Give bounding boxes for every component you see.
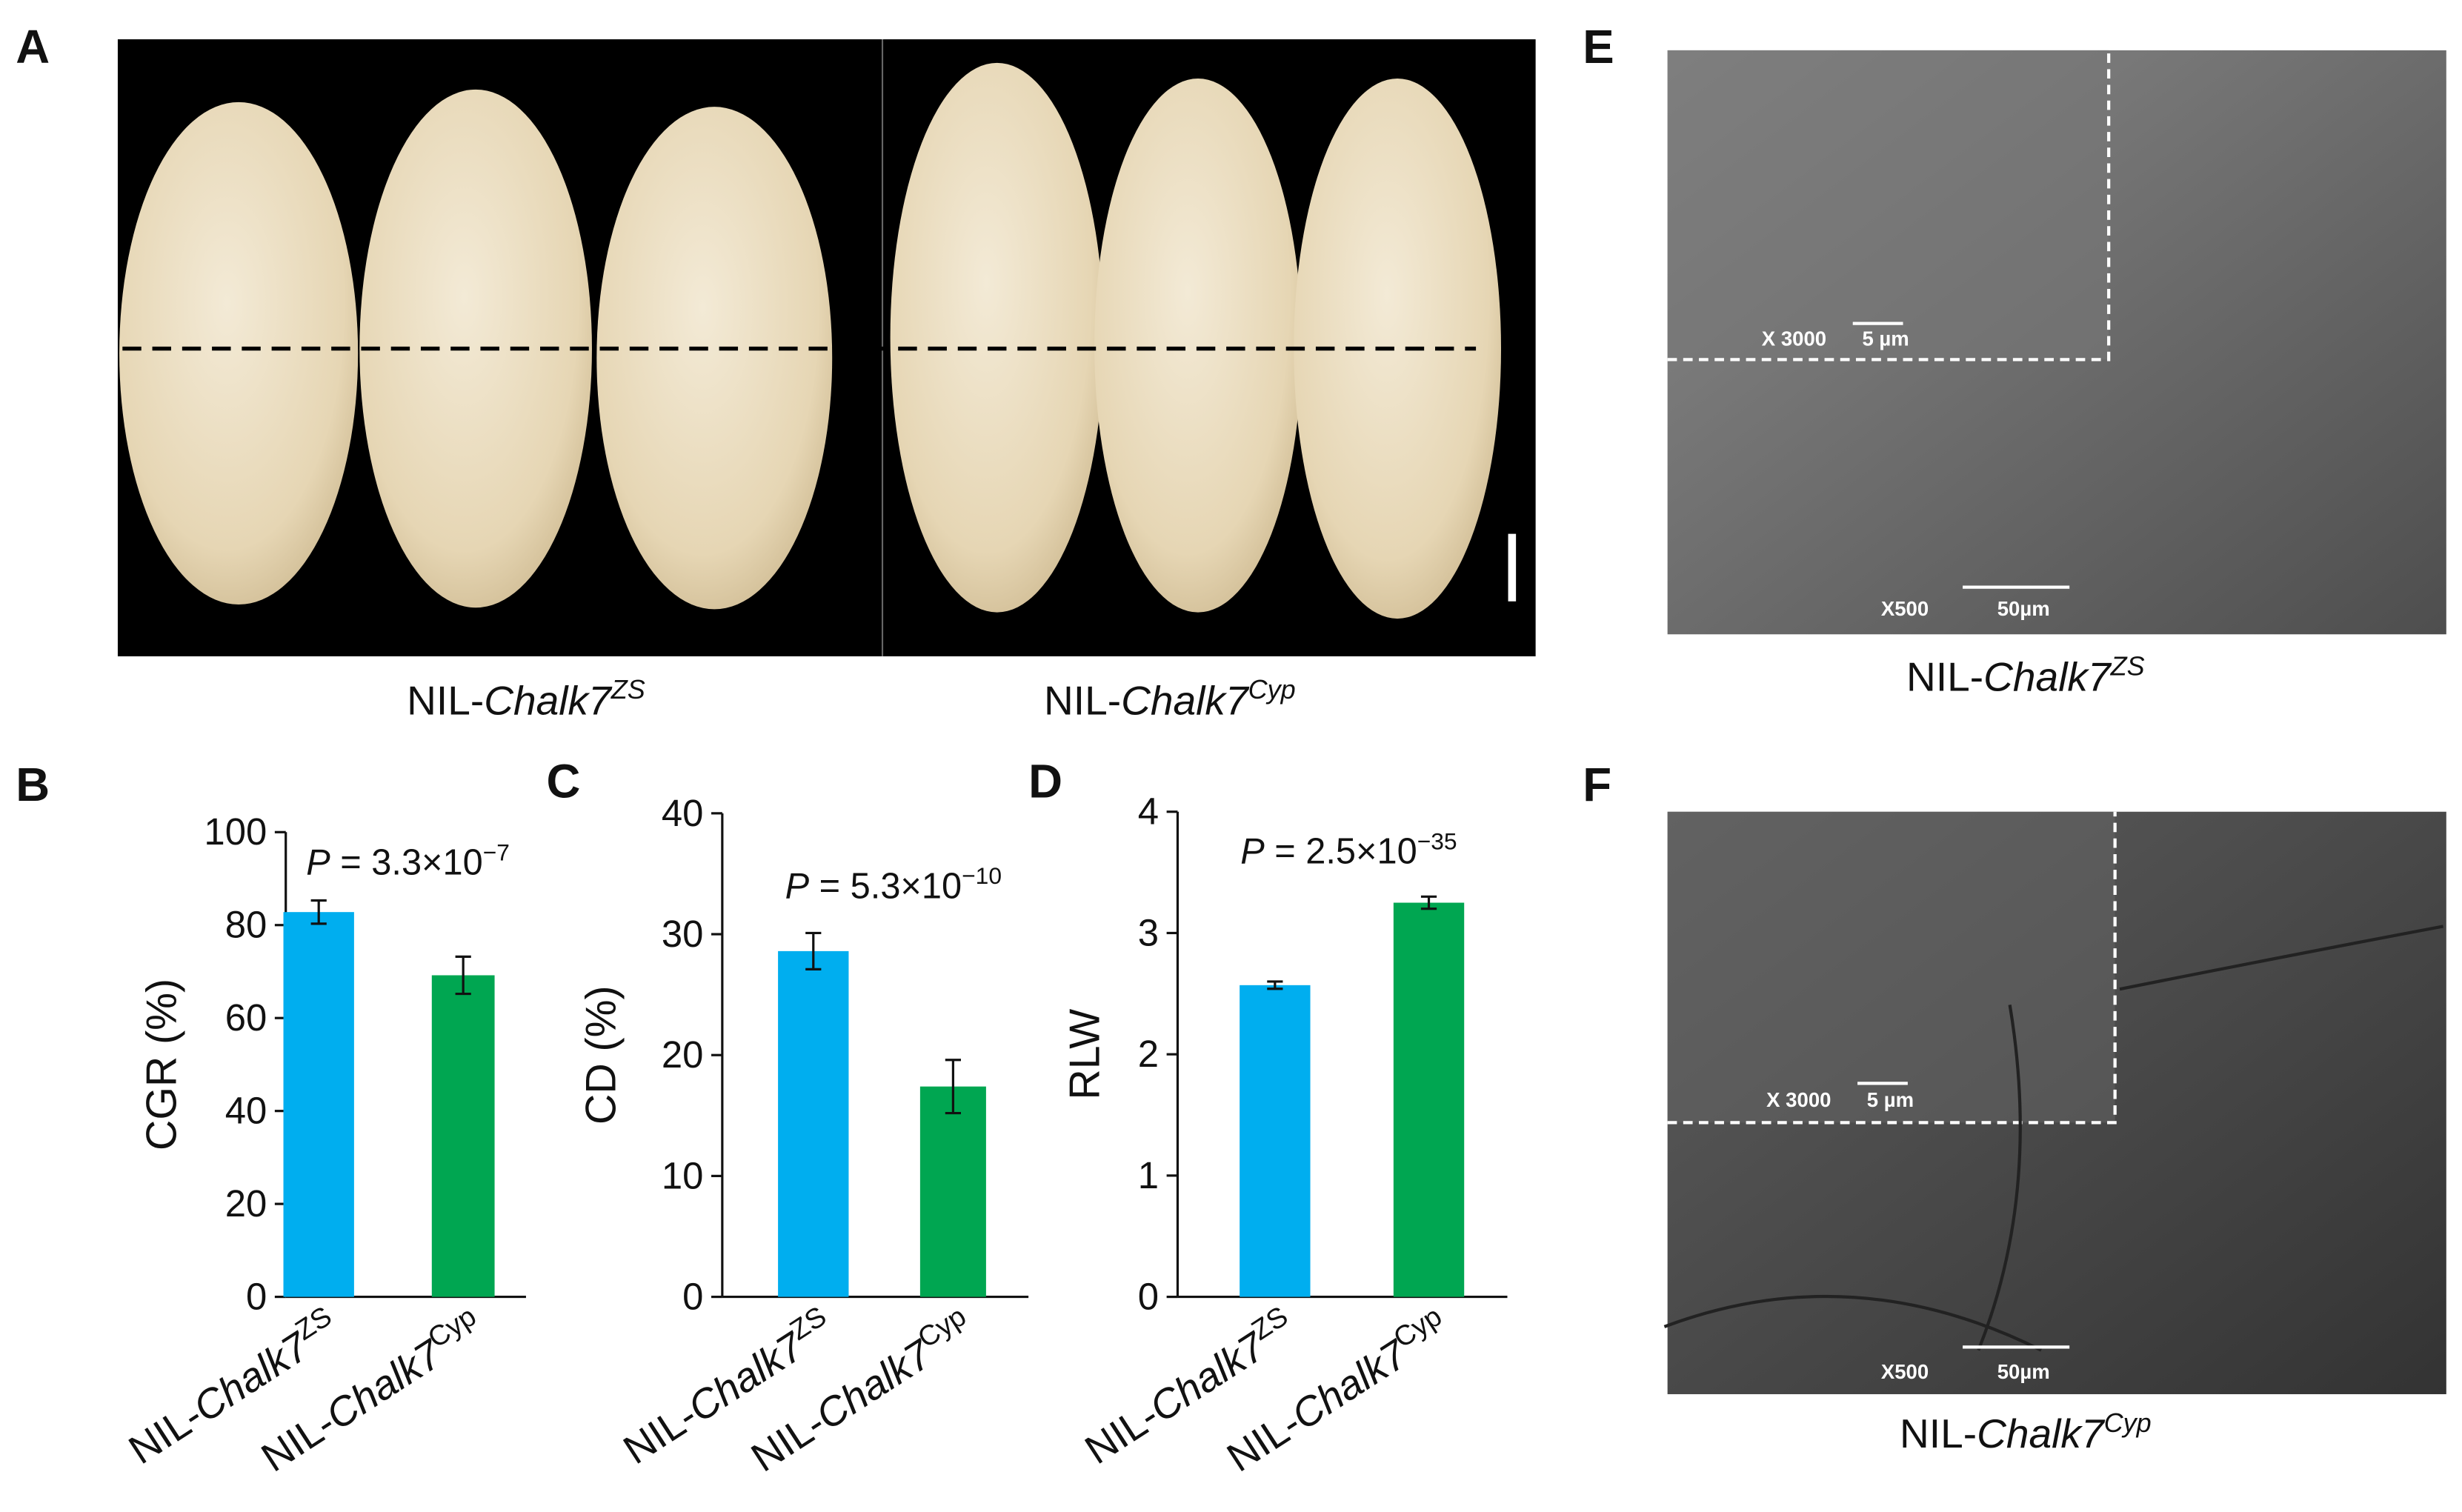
y-tick-label: 100 [204, 810, 267, 853]
y-tick-label: 60 [225, 996, 267, 1039]
error-bar [945, 1059, 961, 1115]
panel-label: F [1583, 759, 1611, 811]
caption-allele: ZS [2110, 650, 2145, 681]
error-bar [1267, 980, 1283, 990]
y-tick-label: 0 [1138, 1276, 1159, 1318]
caption-prefix: NIL- [1900, 1411, 1977, 1456]
grains [119, 62, 1502, 619]
bar [283, 912, 354, 1297]
inset-border [1667, 811, 2117, 1125]
y-axis-label: RLW [1061, 1009, 1108, 1100]
y-tick-label: 10 [662, 1154, 704, 1196]
y-axis-label: CD (%) [578, 985, 625, 1125]
panel-label: A [16, 21, 50, 73]
p-value: P = 5.3×10−10 [785, 862, 1002, 906]
magnification: X500 [1881, 1360, 1929, 1383]
y-tick-label: 30 [662, 913, 704, 955]
category-gene: Chalk7 [808, 1330, 941, 1439]
panel-label: D [1028, 756, 1062, 808]
caption-prefix: NIL- [407, 677, 484, 723]
x-tick-label: NIL-Chalk7Cyp [741, 1300, 982, 1480]
p-text: = 3.3×10 [330, 843, 483, 883]
y-tick-label: 2 [1138, 1033, 1159, 1075]
caption-allele: Cyp [2104, 1408, 2152, 1438]
photo-caption: NIL-Chalk7Cyp [1044, 674, 1296, 723]
p-symbol: P [1240, 832, 1265, 872]
p-text: = 2.5×10 [1265, 832, 1417, 872]
sem-caption: NIL-Chalk7ZS [1906, 650, 2145, 699]
panel-label: E [1583, 21, 1614, 73]
scale: 50µm [1997, 1360, 2050, 1383]
p-exponent: −10 [962, 862, 1002, 889]
bar [1240, 985, 1311, 1297]
y-tick-label: 80 [225, 904, 267, 946]
error-bar [1420, 895, 1437, 910]
inset-scale: 5 µm [1862, 327, 1909, 350]
caption-gene: Chalk7 [484, 677, 613, 723]
p-exponent: −7 [483, 839, 510, 865]
y-tick-label: 4 [1138, 790, 1159, 833]
photo-caption: NIL-Chalk7ZS [407, 674, 645, 723]
bar [1393, 902, 1465, 1297]
caption-allele: Cyp [1248, 674, 1296, 705]
caption-prefix: NIL- [1044, 677, 1121, 723]
category-gene: Chalk7 [318, 1330, 451, 1439]
y-tick-label: 3 [1138, 911, 1159, 953]
caption-gene: Chalk7 [1983, 654, 2112, 700]
panel-label: B [16, 759, 50, 811]
y-tick-label: 0 [246, 1276, 267, 1318]
bar [431, 975, 495, 1297]
sem-inset [1667, 50, 2109, 360]
caption-gene: Chalk7 [1121, 677, 1250, 723]
inset-magnification: X 3000 [1766, 1088, 1831, 1111]
y-tick-label: 20 [662, 1033, 704, 1076]
y-tick-label: 20 [225, 1182, 267, 1225]
p-symbol: P [306, 843, 330, 883]
y-axis-label: CGR (%) [138, 979, 185, 1150]
p-value: P = 3.3×10−7 [306, 839, 510, 882]
p-exponent: −35 [1417, 828, 1457, 855]
sem-inset [1667, 811, 2115, 1123]
inset-scale: 5 µm [1867, 1088, 1914, 1111]
error-bar [455, 955, 471, 996]
inset-border [1667, 50, 2111, 362]
y-tick-label: 40 [662, 792, 704, 834]
caption-gene: Chalk7 [1977, 1411, 2106, 1456]
category-gene: Chalk7 [1283, 1330, 1417, 1439]
bar [919, 1086, 986, 1297]
error-bar [805, 931, 822, 970]
y-tick-label: 1 [1138, 1154, 1159, 1196]
y-tick-label: 40 [225, 1090, 267, 1132]
scale: 50µm [1997, 597, 2050, 620]
y-tick-label: 0 [682, 1276, 703, 1318]
error-bar [310, 899, 327, 925]
sem-caption: NIL-Chalk7Cyp [1900, 1408, 2152, 1456]
caption-allele: ZS [610, 674, 645, 705]
caption-prefix: NIL- [1906, 654, 1983, 700]
sem-crack [1663, 925, 2443, 1352]
inset-magnification: X 3000 [1762, 327, 1826, 350]
category-gene: Chalk7 [1142, 1322, 1275, 1431]
magnification: X500 [1881, 597, 1929, 620]
p-text: = 5.3×10 [809, 866, 962, 906]
p-value: P = 2.5×10−35 [1240, 828, 1457, 872]
bar [778, 950, 849, 1297]
panel-label: C [547, 756, 581, 808]
p-symbol: P [785, 866, 810, 906]
